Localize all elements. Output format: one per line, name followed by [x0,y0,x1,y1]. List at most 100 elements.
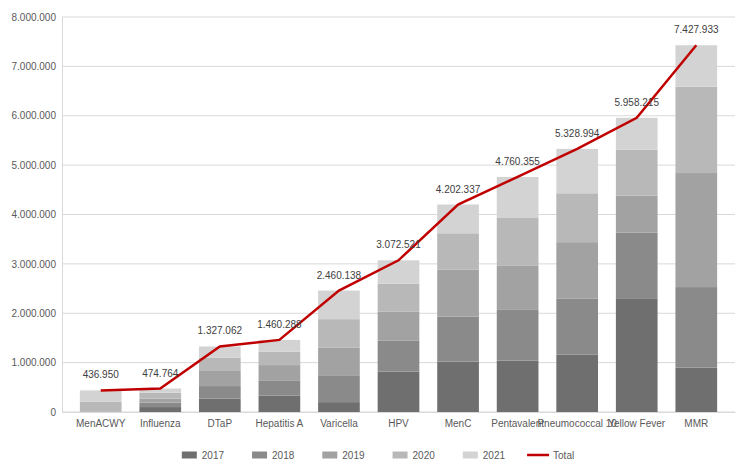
bar [616,233,658,299]
x-axis-line [63,412,736,413]
x-tick-label: DTaP [208,418,233,429]
bar [139,407,181,412]
bar [437,317,479,362]
bar-series [139,233,717,407]
legend: 2017 2018 2019 2020 2021 Total [182,450,574,461]
x-tick-label: Influenza [140,418,181,429]
bar [80,390,122,401]
legend-label: 2021 [483,450,506,461]
data-label: 5.328.994 [555,128,600,139]
y-tick: 7.000.000 [12,61,63,72]
y-tick: 5.000.000 [12,160,63,171]
bar [80,412,122,413]
x-tick-label: Yellow Fever [608,418,666,429]
data-label: 1.460.288 [257,319,302,330]
bar [318,376,360,402]
x-tick: HPV [388,412,409,429]
bar [556,242,598,298]
legend-item: 2021 [463,450,506,461]
x-tick: MenACWY [76,412,126,429]
bar [497,218,539,266]
bar [259,365,301,381]
data-label: 5.958.215 [614,97,659,108]
x-tick-label: HPV [388,418,409,429]
y-tick: 1.000.000 [12,357,63,368]
legend-label: 2019 [342,450,365,461]
x-tick-label: MMR [684,418,708,429]
legend-label: 2017 [202,450,225,461]
legend-swatch [252,452,267,459]
bar [199,386,241,399]
x-tick: DTaP [208,412,233,429]
chart: 01.000.0002.000.0003.000.0004.000.0005.0… [0,0,750,469]
bar [616,150,658,196]
legend-swatch [182,452,197,459]
legend-item: 2017 [182,450,225,461]
bar [318,291,360,320]
data-labels: 436.950474.7641.327.0621.460.2882.460.13… [83,24,719,380]
legend-item: 2020 [393,450,436,461]
y-tick: 4.000.000 [12,209,63,220]
x-tick: Yellow Fever [608,412,666,429]
grid [62,17,735,412]
legend-swatch [463,452,478,459]
x-tick: Pentavalent [491,412,544,429]
legend-swatch [527,454,549,457]
bar [80,402,122,412]
bar [675,287,717,367]
bar [199,358,241,371]
bar-series [80,173,717,412]
bar [259,396,301,412]
bar [437,362,479,412]
y-tick-label: 5.000.000 [12,160,57,171]
bar [437,233,479,270]
bar [675,45,717,86]
bar-series [80,45,717,401]
x-tick-label: Pneumococcal 10 [537,418,617,429]
data-label: 3.072.521 [376,239,421,250]
bar [318,402,360,412]
y-tick: 3.000.000 [12,259,63,270]
y-tick: 8.000.000 [12,12,63,23]
data-label: 436.950 [83,369,120,380]
data-label: 474.764 [142,368,179,379]
y-tick-label: 0 [50,407,56,418]
data-label: 2.460.138 [317,270,362,281]
legend-item: 2018 [252,450,295,461]
bar [675,87,717,173]
y-tick-label: 8.000.000 [12,12,57,23]
bar [139,393,181,399]
bar [556,298,598,354]
bar [80,412,122,413]
x-tick: Varicella [320,412,358,429]
bar [378,260,420,283]
y-tick-label: 6.000.000 [12,110,57,121]
x-tick: Hepatitis A [255,412,303,429]
bar [556,193,598,242]
bar [437,270,479,317]
data-label: 4.760.355 [495,156,540,167]
legend-label: Total [553,450,574,461]
data-label: 7.427.933 [674,24,719,35]
legend-item: 2019 [322,450,365,461]
data-label: 4.202.337 [436,184,481,195]
bar [199,371,241,386]
legend-swatch [393,452,408,459]
x-axis: MenACWY Influenza DTaP Hepatitis A Varicella… [63,412,736,429]
bar [616,118,658,150]
bar [497,309,539,360]
bar [259,381,301,396]
bar [378,340,420,371]
bar [378,284,420,312]
y-tick: 6.000.000 [12,110,63,121]
bar [675,368,717,412]
bar [497,266,539,309]
total-line [101,45,697,390]
x-tick-label: MenACWY [76,418,126,429]
legend-label: 2020 [413,450,436,461]
bar [199,399,241,412]
x-tick-label: Hepatitis A [255,418,303,429]
bar [378,312,420,341]
bar [556,355,598,412]
x-tick-label: Pentavalent [491,418,544,429]
